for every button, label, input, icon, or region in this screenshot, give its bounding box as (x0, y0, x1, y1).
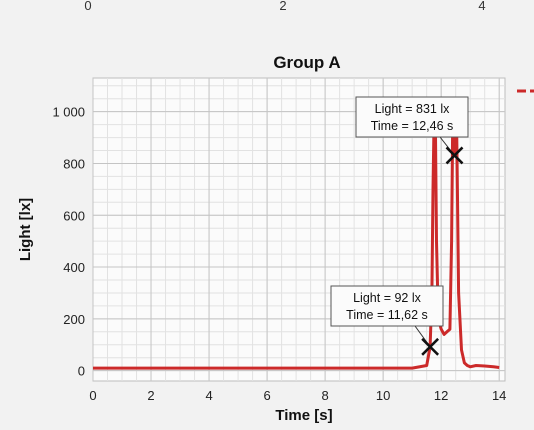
annotation-text: Time = 12,46 s (371, 119, 454, 133)
series-line (93, 97, 500, 370)
y-tick-label: 600 (63, 208, 85, 223)
y-tick-label: 800 (63, 156, 85, 171)
top-axis-ticks: 0 2 4 (84, 0, 485, 13)
x-tick-label: 8 (321, 388, 328, 403)
y-tick-label: 0 (78, 364, 85, 379)
top-tick-label: 4 (478, 0, 485, 13)
data-point-marker (421, 337, 440, 356)
x-tick-label: 14 (492, 388, 506, 403)
y-axis-label: Light [lx] (17, 198, 34, 261)
annotation: Light = 92 lx Time = 11,62 s (330, 285, 444, 356)
x-tick-label: 2 (147, 388, 154, 403)
annotations: Light = 831 lx Time = 12,46 s Light = 92 l… (330, 96, 469, 356)
x-tick-label: 4 (205, 388, 212, 403)
annotation-text: Light = 831 lx (375, 102, 450, 116)
x-tick-label: 10 (376, 388, 390, 403)
y-tick-label: 400 (63, 260, 85, 275)
y-tick-label: 200 (63, 312, 85, 327)
y-tick-labels: 0 200 400 600 800 1 000 (52, 105, 85, 379)
data-point-marker (445, 146, 464, 165)
x-tick-label: 6 (263, 388, 270, 403)
annotation: Light = 831 lx Time = 12,46 s (355, 96, 469, 165)
annotation-text: Time = 11,62 s (346, 308, 428, 322)
x-tick-label: 0 (89, 388, 96, 403)
series-group (93, 97, 500, 370)
annotation-box (355, 96, 469, 138)
x-axis-label: Time [s] (275, 407, 332, 424)
top-tick-label: 0 (84, 0, 91, 13)
chart-title: Group A (273, 53, 340, 72)
x-tick-labels: 0 2 4 6 8 10 12 14 (89, 388, 506, 403)
annotation-text: Light = 92 lx (353, 291, 422, 305)
top-tick-label: 2 (279, 0, 286, 13)
x-tick-label: 12 (434, 388, 448, 403)
annotation-box (330, 285, 444, 327)
y-tick-label: 1 000 (52, 105, 85, 120)
